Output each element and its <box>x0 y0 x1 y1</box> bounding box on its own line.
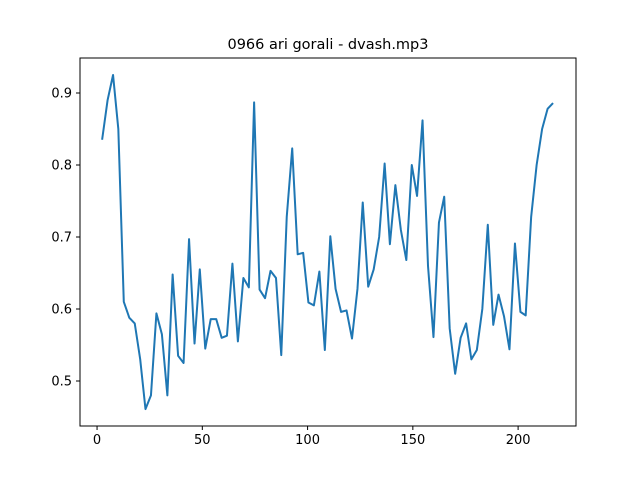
x-tick-label: 100 <box>295 433 320 448</box>
x-tick-label: 200 <box>506 433 531 448</box>
chart-title: 0966 ari gorali - dvash.mp3 <box>227 37 428 53</box>
x-tick-label: 50 <box>194 433 211 448</box>
y-tick-label: 0.8 <box>51 158 72 173</box>
x-tick-label: 150 <box>400 433 425 448</box>
axes-frame <box>79 57 577 427</box>
line <box>101 73 554 411</box>
x-tick-label: 0 <box>93 433 101 448</box>
y-tick-label: 0.5 <box>51 374 72 389</box>
y-tick-label: 0.9 <box>51 86 72 101</box>
y-tick-label: 0.7 <box>51 230 72 245</box>
y-tick-label: 0.6 <box>51 302 72 317</box>
